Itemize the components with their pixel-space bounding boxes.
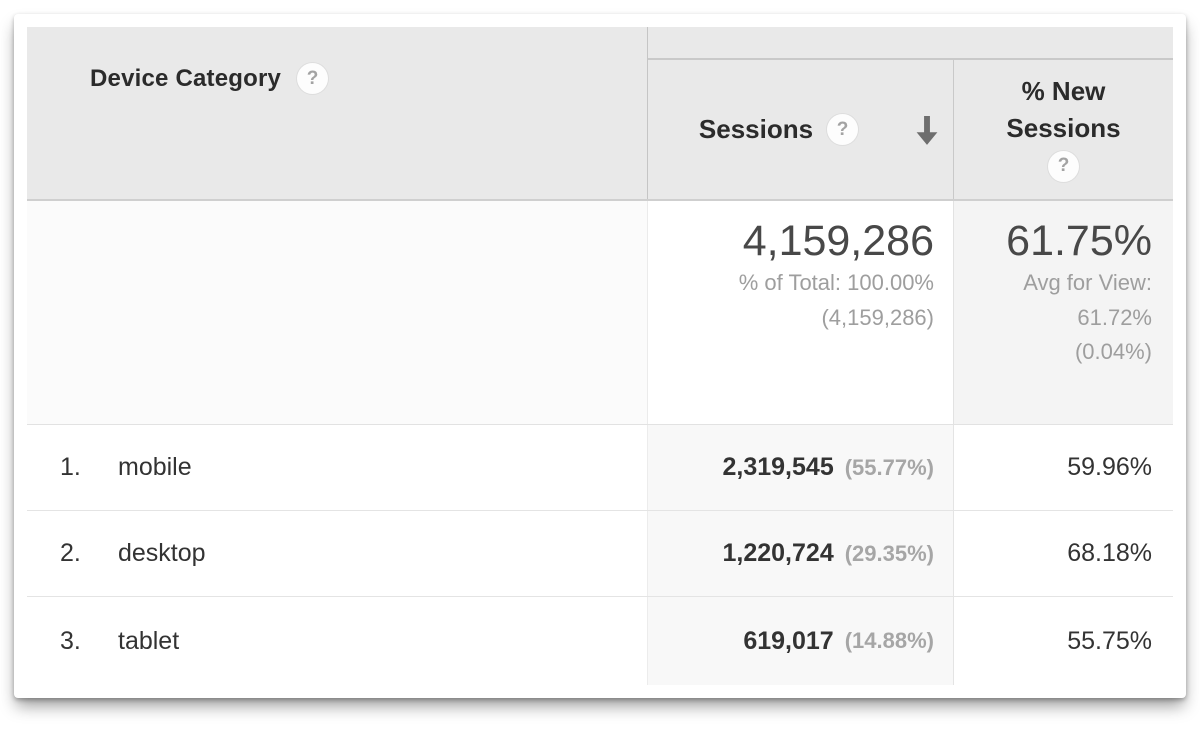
row-new-sessions-cell: 55.75%	[954, 597, 1173, 685]
summary-row: 4,159,286 % of Total: 100.00% (4,159,286…	[27, 201, 1173, 425]
row-sessions-value: 1,220,724	[722, 539, 834, 567]
row-sessions-share: (29.35%)	[844, 540, 934, 566]
new-sessions-avg-subline1: Avg for View:	[1023, 270, 1152, 296]
new-sessions-header-line1: % New	[1021, 76, 1106, 107]
summary-new-sessions-cell: 61.75% Avg for View: 61.72% (0.04%)	[954, 201, 1173, 424]
summary-dimension-cell	[27, 201, 648, 424]
new-sessions-help-icon[interactable]: ?	[1048, 150, 1079, 182]
row-new-sessions-cell: 68.18%	[954, 511, 1173, 596]
row-device-label: tablet	[118, 626, 180, 655]
row-sessions-cell: 1,220,724 (29.35%)	[648, 511, 954, 596]
device-category-header-cell: Device Category ?	[27, 27, 648, 199]
table-row: 1. mobile 2,319,545 (55.77%) 59.96%	[27, 425, 1173, 511]
device-category-help-icon[interactable]: ?	[297, 63, 329, 94]
row-sessions-value: 619,017	[743, 626, 834, 655]
row-rank: 2.	[60, 539, 81, 567]
new-sessions-column-header[interactable]: % New Sessions ?	[954, 60, 1173, 199]
row-device-label: desktop	[118, 539, 206, 567]
row-dimension-cell: 2. desktop	[27, 511, 648, 596]
row-sessions-share: (55.77%)	[844, 454, 934, 480]
row-new-sessions-cell: 59.96%	[954, 425, 1173, 510]
new-sessions-avg-subline3: (0.04%)	[1074, 338, 1152, 364]
row-dimension-cell: 1. mobile	[27, 425, 648, 510]
new-sessions-header-line2: Sessions	[1006, 113, 1121, 143]
new-sessions-avg-subline2: 61.72%	[1077, 304, 1152, 330]
table-row: 3. tablet 619,017 (14.88%) 55.75%	[27, 597, 1173, 685]
row-rank: 1.	[60, 453, 81, 481]
table-row: 2. desktop 1,220,724 (29.35%) 68.18%	[27, 511, 1173, 597]
report-table-card: Device Category ? Sessions ? % New	[14, 14, 1186, 698]
row-sessions-cell: 619,017 (14.88%)	[648, 597, 954, 685]
sort-descending-icon	[916, 115, 938, 145]
row-sessions-cell: 2,319,545 (55.77%)	[648, 425, 954, 510]
row-new-sessions-value: 59.96%	[1067, 453, 1152, 481]
row-new-sessions-value: 55.75%	[1067, 626, 1152, 655]
device-category-header-label: Device Category	[90, 64, 282, 92]
row-new-sessions-value: 68.18%	[1067, 539, 1152, 567]
row-device-label: mobile	[118, 453, 192, 481]
sessions-total-subline2: (4,159,286)	[821, 304, 934, 330]
sessions-column-header[interactable]: Sessions ?	[648, 60, 954, 199]
metrics-header-group: Sessions ? % New Sessions ?	[648, 27, 1173, 199]
metrics-group-strip	[648, 27, 1173, 60]
sessions-total-value: 4,159,286	[742, 217, 934, 265]
sessions-total-subline1: % of Total: 100.00%	[738, 270, 934, 296]
summary-sessions-cell: 4,159,286 % of Total: 100.00% (4,159,286…	[648, 201, 954, 424]
device-category-table: Device Category ? Sessions ? % New	[27, 27, 1173, 685]
new-sessions-avg-value: 61.75%	[1006, 217, 1152, 265]
row-sessions-share: (14.88%)	[844, 628, 934, 653]
row-dimension-cell: 3. tablet	[27, 597, 648, 685]
row-sessions-value: 2,319,545	[722, 453, 834, 481]
sessions-header-label: Sessions	[698, 114, 814, 144]
sessions-help-icon[interactable]: ?	[827, 114, 859, 145]
table-header-row: Device Category ? Sessions ? % New	[27, 27, 1173, 201]
row-rank: 3.	[60, 626, 81, 655]
